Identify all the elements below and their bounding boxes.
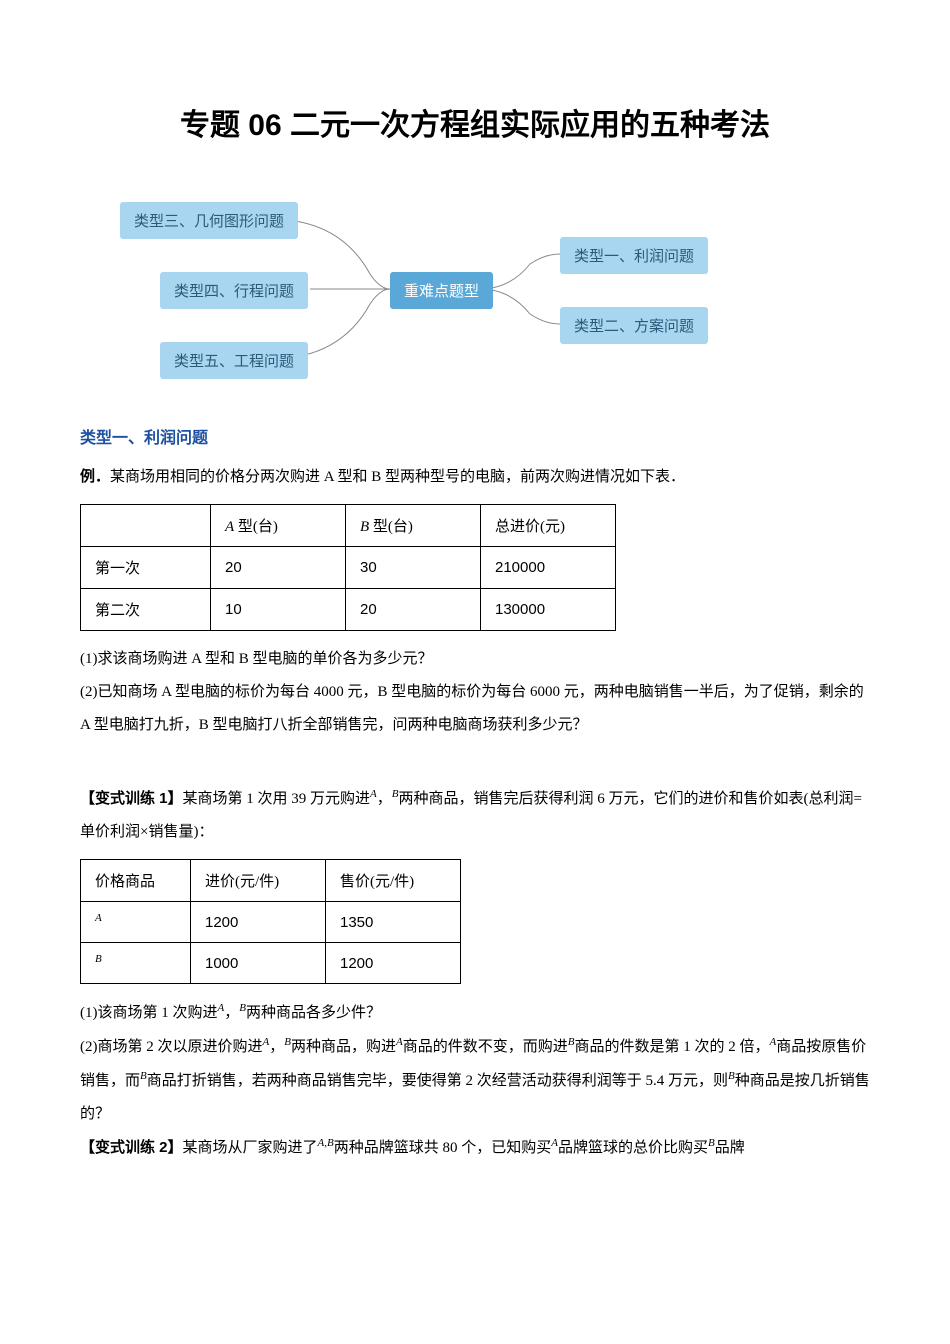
- variant-label: 【变式训练 1】: [80, 790, 183, 807]
- concept-diagram: 类型三、几何图形问题 类型四、行程问题 类型五、工程问题 重难点题型 类型一、利…: [80, 184, 870, 384]
- table-row: 第一次 20 30 210000: [81, 547, 616, 589]
- variant-label: 【变式训练 2】: [80, 1139, 183, 1156]
- example-intro: 例．某商场用相同的价格分两次购进 A 型和 B 型两种型号的电脑，前两次购进情况…: [80, 460, 870, 494]
- variant-text: 某商场从厂家购进了A,B两种品牌篮球共 80 个，已知购买A品牌篮球的总价比购买…: [183, 1140, 745, 1156]
- diagram-node: 类型一、利润问题: [560, 237, 708, 274]
- table-row: B 1000 1200: [81, 943, 461, 984]
- table-cell: 210000: [481, 547, 616, 589]
- table-cell: A: [81, 902, 191, 943]
- table-cell: 第二次: [81, 589, 211, 631]
- table-cell: 20: [211, 547, 346, 589]
- table-header: 进价(元/件): [191, 860, 326, 902]
- example-label: 例．: [80, 468, 110, 485]
- table-cell: 20: [346, 589, 481, 631]
- table-cell: 1350: [326, 902, 461, 943]
- diagram-node: 类型五、工程问题: [160, 342, 308, 379]
- table-cell: 10: [211, 589, 346, 631]
- table-cell: 1000: [191, 943, 326, 984]
- diagram-center-node: 重难点题型: [390, 272, 493, 309]
- table-header: [81, 505, 211, 547]
- table-cell: 30: [346, 547, 481, 589]
- variant-text: 某商场第 1 次用 39 万元购进A，B两种商品，销售完后获得利润 6 万元，它…: [80, 791, 862, 840]
- page-title: 专题 06 二元一次方程组实际应用的五种考法: [80, 100, 870, 144]
- diagram-node: 类型二、方案问题: [560, 307, 708, 344]
- example-text: 某商场用相同的价格分两次购进 A 型和 B 型两种型号的电脑，前两次购进情况如下…: [110, 469, 685, 485]
- table-header: 价格商品: [81, 860, 191, 902]
- example-table: A 型(台) B 型(台) 总进价(元) 第一次 20 30 210000 第二…: [80, 504, 616, 631]
- question: (2)已知商场 A 型电脑的标价为每台 4000 元，B 型电脑的标价为每台 6…: [80, 676, 870, 742]
- diagram-node: 类型四、行程问题: [160, 272, 308, 309]
- table-header: B 型(台): [346, 505, 481, 547]
- question: (1)该商场第 1 次购进A，B两种商品各多少件？: [80, 996, 870, 1030]
- table-cell: 第一次: [81, 547, 211, 589]
- diagram-node: 类型三、几何图形问题: [120, 202, 298, 239]
- table-cell: 130000: [481, 589, 616, 631]
- question: (2)商场第 2 次以原进价购进A，B两种商品，购进A商品的件数不变，而购进B商…: [80, 1030, 870, 1131]
- variant1-table: 价格商品 进价(元/件) 售价(元/件) A 1200 1350 B 1000 …: [80, 859, 461, 984]
- section-heading: 类型一、利润问题: [80, 424, 870, 448]
- variant-intro: 【变式训练 2】某商场从厂家购进了A,B两种品牌篮球共 80 个，已知购买A品牌…: [80, 1131, 870, 1165]
- question: (1)求该商场购进 A 型和 B 型电脑的单价各为多少元？: [80, 643, 870, 676]
- table-cell: B: [81, 943, 191, 984]
- table-header: A 型(台): [211, 505, 346, 547]
- table-row: 第二次 10 20 130000: [81, 589, 616, 631]
- variant-intro: 【变式训练 1】某商场第 1 次用 39 万元购进A，B两种商品，销售完后获得利…: [80, 782, 870, 849]
- table-header: 总进价(元): [481, 505, 616, 547]
- table-cell: 1200: [326, 943, 461, 984]
- table-cell: 1200: [191, 902, 326, 943]
- table-row: A 1200 1350: [81, 902, 461, 943]
- table-header: 售价(元/件): [326, 860, 461, 902]
